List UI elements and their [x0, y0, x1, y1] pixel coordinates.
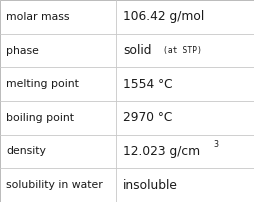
Text: solid: solid	[123, 44, 152, 57]
Text: 3: 3	[213, 140, 218, 149]
Text: molar mass: molar mass	[6, 12, 70, 22]
Text: 2970 °C: 2970 °C	[123, 111, 172, 124]
Text: solubility in water: solubility in water	[6, 180, 103, 190]
Text: melting point: melting point	[6, 79, 79, 89]
Text: phase: phase	[6, 45, 39, 56]
Text: (at STP): (at STP)	[163, 46, 202, 55]
Text: density: density	[6, 146, 46, 157]
Text: 106.42 g/mol: 106.42 g/mol	[123, 10, 204, 23]
Text: 1554 °C: 1554 °C	[123, 78, 173, 91]
Text: 12.023 g/cm: 12.023 g/cm	[123, 145, 200, 158]
Text: insoluble: insoluble	[123, 179, 178, 192]
Text: boiling point: boiling point	[6, 113, 74, 123]
